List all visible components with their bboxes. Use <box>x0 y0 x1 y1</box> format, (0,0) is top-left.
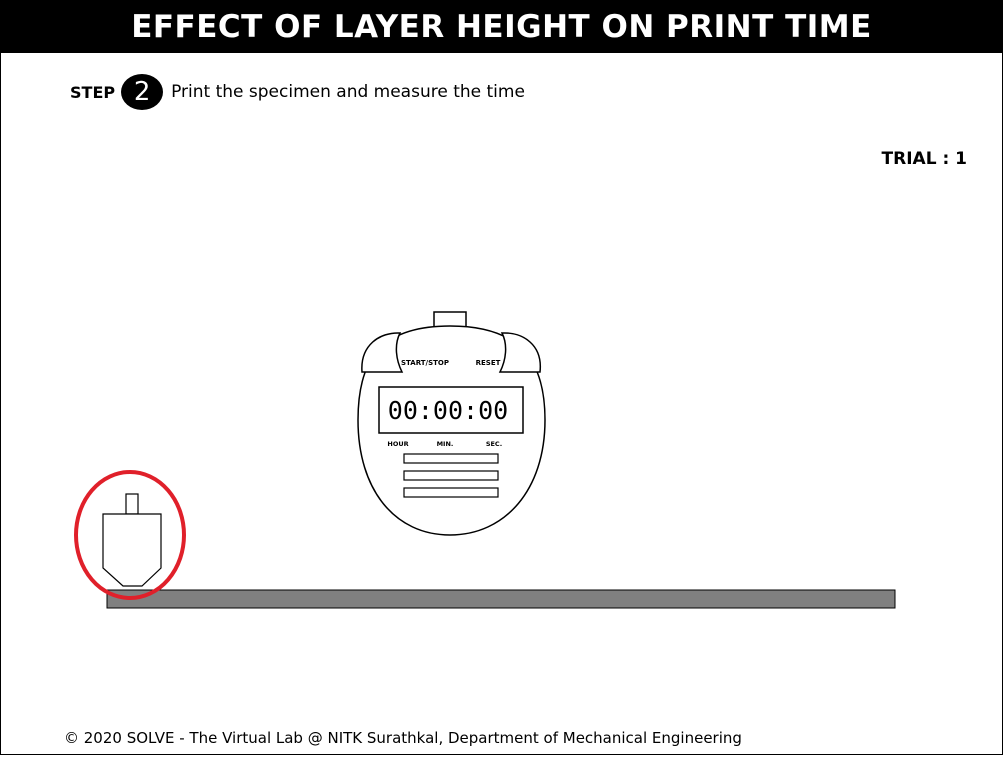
footer-copyright: © 2020 SOLVE - The Virtual Lab @ NITK Su… <box>64 729 742 747</box>
step-text: Print the specimen and measure the time <box>171 82 525 102</box>
print-bed <box>106 589 896 609</box>
highlight-circle <box>74 470 186 600</box>
page-title-text: EFFECT OF LAYER HEIGHT ON PRINT TIME <box>131 9 872 45</box>
step-label: STEP <box>70 82 116 102</box>
nozzle-feed-icon <box>125 493 139 515</box>
reset-label: RESET <box>476 359 501 367</box>
page-title: EFFECT OF LAYER HEIGHT ON PRINT TIME <box>1 1 1002 53</box>
stopwatch-display <box>378 386 524 434</box>
extruder-head-icon <box>102 513 162 587</box>
hour-label: HOUR <box>387 440 408 448</box>
lap-slot <box>403 470 499 481</box>
print-head[interactable] <box>102 493 162 587</box>
step-instruction: STEP 2 Print the specimen and measure th… <box>70 74 525 110</box>
sec-label: SEC. <box>486 440 502 448</box>
reset-button[interactable] <box>498 332 541 373</box>
lap-slot <box>403 453 499 464</box>
step-number-badge: 2 <box>121 74 164 110</box>
stopwatch-time: 00:00:00 <box>388 396 508 425</box>
start-stop-button[interactable] <box>361 332 404 373</box>
min-label: MIN. <box>437 440 454 448</box>
start-stop-label: START/STOP <box>401 359 449 367</box>
stopwatch: START/STOP RESET 00:00:00 HOUR MIN. SEC. <box>357 311 546 536</box>
lap-slot <box>403 487 499 498</box>
trial-indicator: TRIAL : 1 <box>881 149 967 169</box>
